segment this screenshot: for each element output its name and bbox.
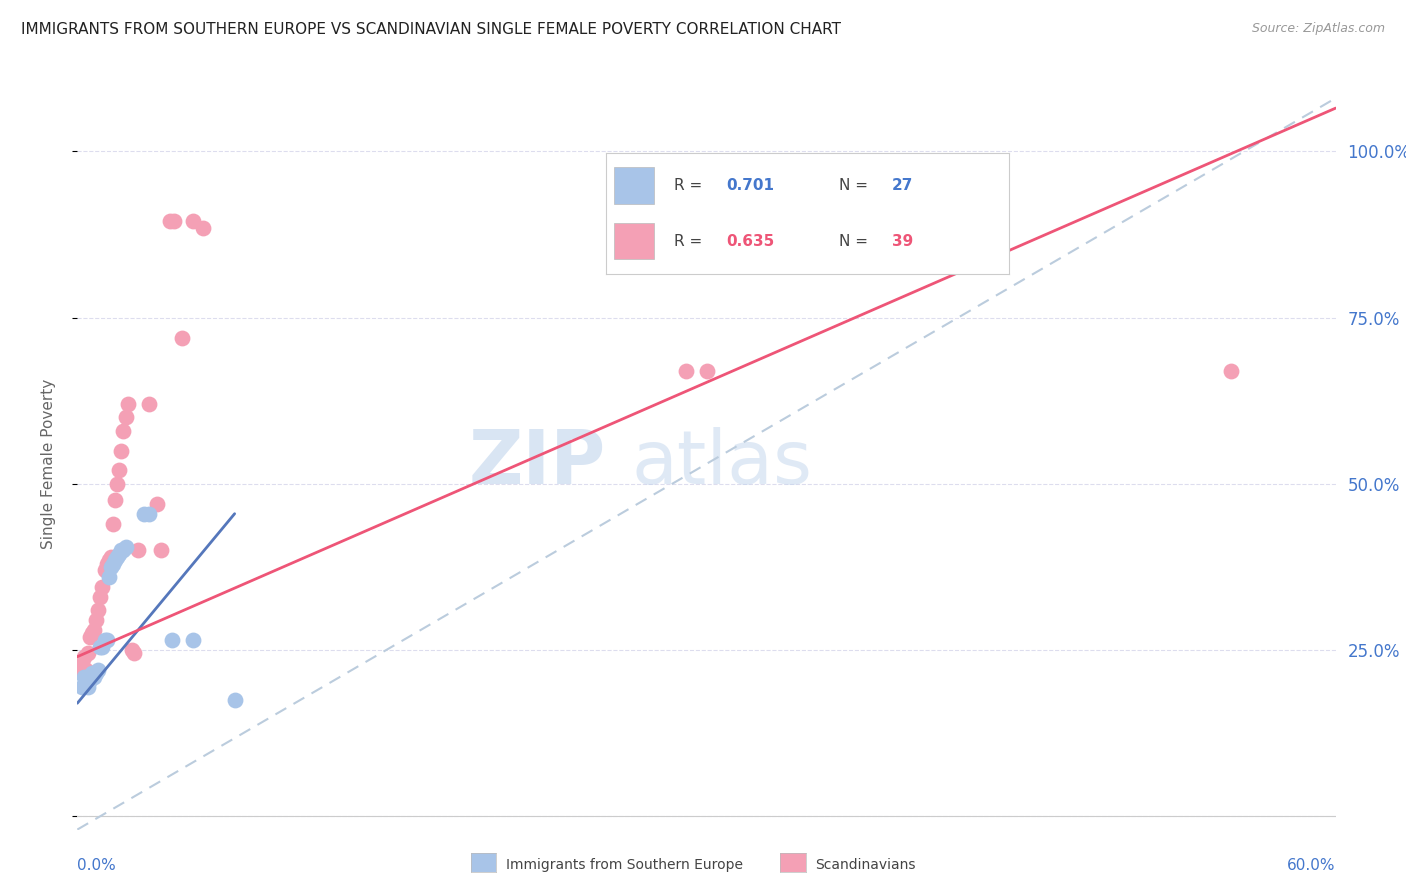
Y-axis label: Single Female Poverty: Single Female Poverty xyxy=(42,379,56,549)
Point xyxy=(112,543,135,558)
Point xyxy=(138,507,160,521)
Point xyxy=(70,657,93,671)
Point xyxy=(748,227,770,242)
Point xyxy=(72,649,94,664)
Point xyxy=(122,646,145,660)
Point xyxy=(96,633,118,648)
Point xyxy=(121,643,143,657)
Point xyxy=(191,220,215,235)
Point xyxy=(146,497,169,511)
Point xyxy=(110,443,132,458)
Point xyxy=(134,507,156,521)
Point xyxy=(110,543,132,558)
Point xyxy=(163,214,186,228)
Point xyxy=(75,663,97,677)
Point xyxy=(675,364,697,378)
Text: IMMIGRANTS FROM SOUTHERN EUROPE VS SCANDINAVIAN SINGLE FEMALE POVERTY CORRELATIO: IMMIGRANTS FROM SOUTHERN EUROPE VS SCAND… xyxy=(21,22,841,37)
Point xyxy=(117,397,139,411)
Point xyxy=(76,646,98,660)
Point xyxy=(84,666,107,681)
Point xyxy=(160,633,183,648)
Point xyxy=(114,410,136,425)
Point xyxy=(91,580,114,594)
Point xyxy=(172,330,194,344)
Point xyxy=(91,640,114,654)
Text: atlas: atlas xyxy=(631,427,813,500)
Text: Source: ZipAtlas.com: Source: ZipAtlas.com xyxy=(1251,22,1385,36)
Point xyxy=(80,666,103,681)
Text: Immigrants from Southern Europe: Immigrants from Southern Europe xyxy=(506,858,744,872)
Text: 0.0%: 0.0% xyxy=(77,858,117,873)
Point xyxy=(80,626,103,640)
Point xyxy=(101,557,124,571)
Point xyxy=(89,640,111,654)
Point xyxy=(100,549,122,564)
Point xyxy=(89,590,111,604)
Point xyxy=(224,693,246,707)
Point xyxy=(105,476,128,491)
Point xyxy=(79,630,101,644)
Text: ZIP: ZIP xyxy=(468,427,606,500)
Point xyxy=(150,543,173,558)
Text: Scandinavians: Scandinavians xyxy=(815,858,915,872)
Point xyxy=(181,633,204,648)
Point xyxy=(83,623,105,637)
Text: 60.0%: 60.0% xyxy=(1288,858,1336,873)
Point xyxy=(104,553,127,567)
Point xyxy=(87,603,110,617)
Point xyxy=(101,516,124,531)
Point xyxy=(70,680,93,694)
Point xyxy=(79,673,101,687)
Point xyxy=(159,214,181,228)
Point xyxy=(1219,364,1241,378)
Point xyxy=(127,543,149,558)
Point xyxy=(696,364,718,378)
Point xyxy=(108,547,131,561)
Point xyxy=(114,540,136,554)
Point xyxy=(76,680,98,694)
Point xyxy=(97,570,120,584)
Point xyxy=(105,549,128,564)
Point xyxy=(75,676,97,690)
Point xyxy=(96,557,118,571)
Point xyxy=(93,633,115,648)
Point xyxy=(112,424,135,438)
Point xyxy=(97,553,120,567)
Point xyxy=(138,397,160,411)
Point xyxy=(100,560,122,574)
Point xyxy=(800,214,823,228)
Point xyxy=(67,663,90,677)
Point xyxy=(104,493,127,508)
Point xyxy=(181,214,204,228)
Point xyxy=(87,663,110,677)
Point xyxy=(83,670,105,684)
Point xyxy=(84,613,107,627)
Point xyxy=(108,463,131,477)
Point xyxy=(93,563,115,577)
Point xyxy=(72,670,94,684)
